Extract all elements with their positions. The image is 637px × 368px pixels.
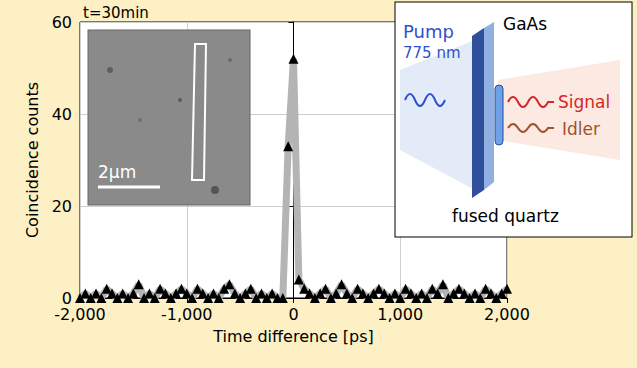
svg-text:60: 60	[52, 13, 72, 32]
svg-text:-2,000: -2,000	[54, 305, 106, 324]
svg-text:2,000: 2,000	[484, 305, 530, 324]
svg-text:Time difference [ps]: Time difference [ps]	[212, 327, 374, 346]
svg-text:0: 0	[61, 288, 72, 308]
svg-text:GaAs: GaAs	[503, 14, 547, 34]
svg-text:t=30min: t=30min	[83, 4, 149, 22]
svg-text:40: 40	[52, 105, 72, 124]
svg-text:fused quartz: fused quartz	[452, 206, 559, 226]
svg-text:0: 0	[288, 305, 298, 324]
svg-text:775 nm: 775 nm	[403, 44, 461, 62]
svg-text:Coincidence counts: Coincidence counts	[23, 82, 42, 238]
svg-text:20: 20	[52, 197, 72, 216]
svg-text:Idler: Idler	[562, 119, 600, 139]
svg-text:-1,000: -1,000	[161, 305, 213, 324]
svg-text:Signal: Signal	[558, 92, 610, 112]
svg-text:Pump: Pump	[403, 21, 454, 42]
svg-text:2µm: 2µm	[98, 162, 136, 182]
svg-text:1,000: 1,000	[377, 305, 423, 324]
